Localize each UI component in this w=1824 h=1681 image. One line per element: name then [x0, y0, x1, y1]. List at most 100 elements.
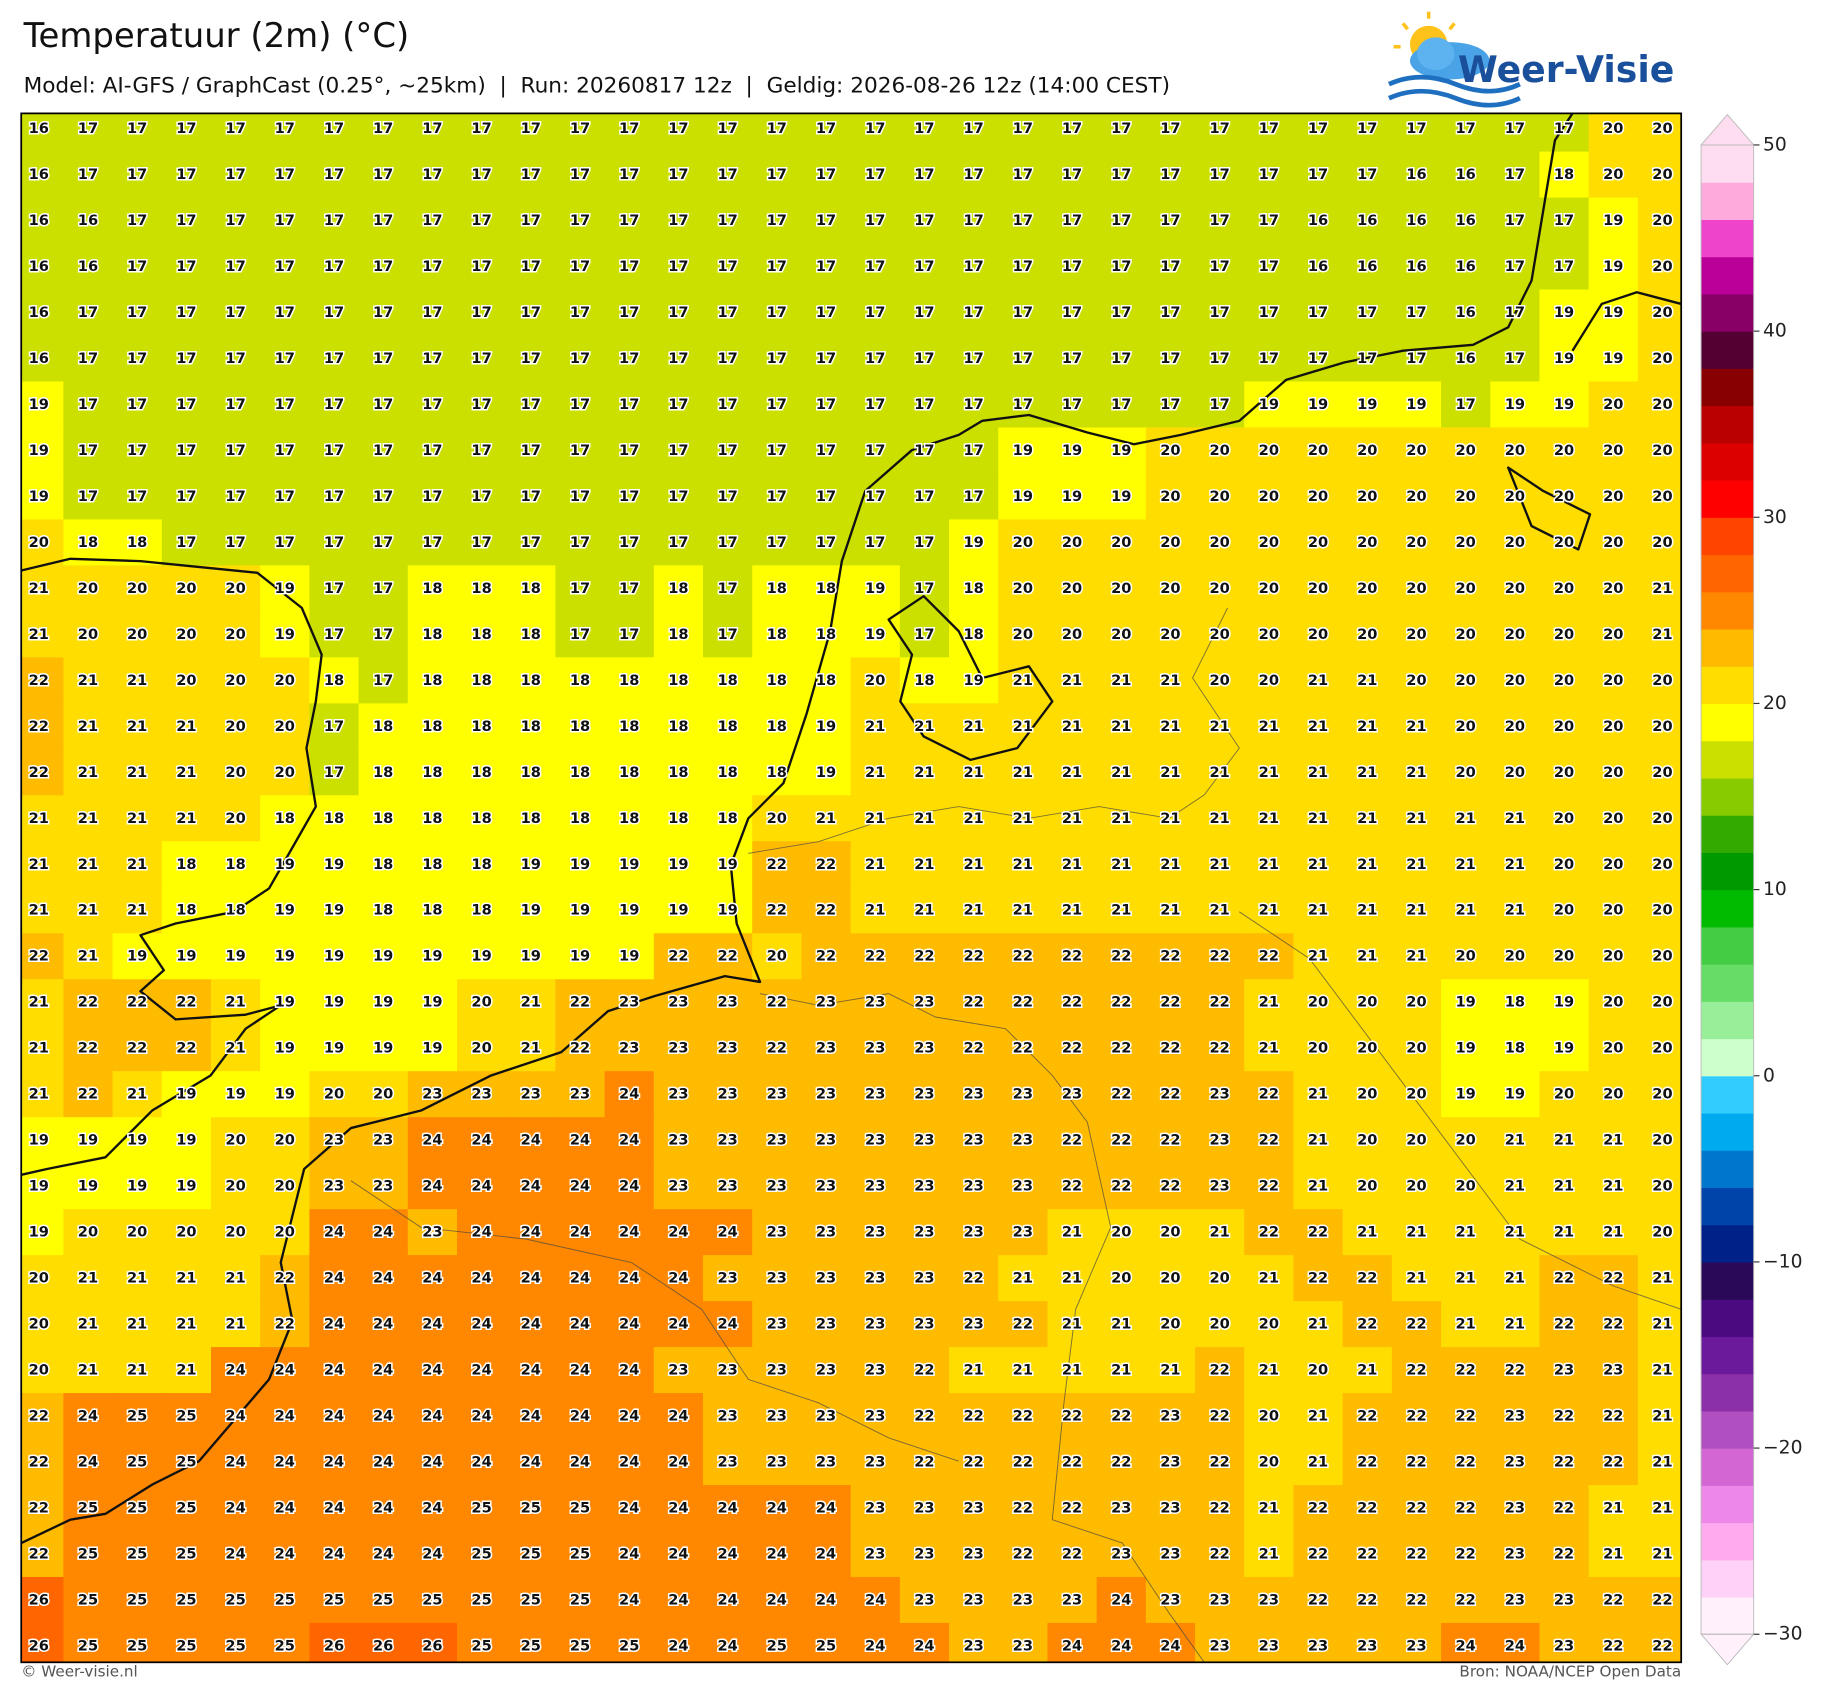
temperature-value: 17: [717, 488, 737, 505]
temperature-value: 24: [619, 1362, 639, 1379]
temperature-cell: [161, 427, 212, 475]
temperature-cell: [899, 1393, 950, 1440]
temperature-value: 24: [275, 1362, 295, 1379]
temperature-value: 20: [1357, 488, 1377, 505]
temperature-value: 24: [471, 1224, 491, 1241]
temperature-cell: [703, 519, 753, 567]
colorbar-band: [1701, 1522, 1754, 1561]
temperature-cell: [1244, 887, 1295, 934]
temperature-cell: [1588, 841, 1639, 888]
temperature-cell: [752, 1393, 803, 1440]
temperature-value: 18: [127, 534, 147, 551]
temperature-cell: [1637, 887, 1682, 934]
temperature-cell: [949, 1622, 999, 1663]
temperature-value: 25: [570, 1499, 590, 1516]
temperature-cell: [899, 243, 950, 291]
temperature-value: 20: [275, 718, 295, 735]
temperature-cell: [1195, 795, 1245, 842]
temperature-cell: [555, 113, 606, 153]
temperature-value: 22: [1013, 1316, 1033, 1333]
temperature-cell: [604, 519, 655, 567]
temperature-value: 24: [521, 1132, 541, 1149]
temperature-value: 20: [1062, 626, 1082, 643]
temperature-value: 22: [1111, 1132, 1131, 1149]
temperature-value: 21: [1308, 1316, 1328, 1333]
temperature-cell: [210, 749, 261, 797]
temperature-cell: [949, 1439, 999, 1486]
temperature-cell: [161, 243, 212, 291]
temperature-cell: [358, 795, 409, 842]
temperature-value: 17: [816, 396, 836, 413]
temperature-value: 17: [865, 534, 885, 551]
temperature-cell: [801, 1576, 852, 1624]
temperature-value: 21: [1505, 1132, 1525, 1149]
temperature-cell: [703, 1439, 753, 1486]
temperature-value: 17: [521, 258, 541, 275]
temperature-cell: [604, 979, 655, 1026]
temperature-cell: [1096, 243, 1147, 291]
temperature-value: 23: [471, 1086, 491, 1103]
temperature-value: 17: [816, 488, 836, 505]
temperature-value: 22: [1603, 1316, 1623, 1333]
temperature-cell: [703, 1576, 753, 1624]
temperature-value: 23: [963, 1637, 983, 1654]
temperature-value: 25: [521, 1591, 541, 1608]
temperature-cell: [1293, 1530, 1344, 1578]
temperature-value: 17: [1456, 396, 1476, 413]
temperature-cell: [63, 565, 114, 613]
temperature-value: 18: [521, 626, 541, 643]
temperature-cell: [703, 289, 753, 337]
temperature-cell: [1441, 151, 1491, 199]
temperature-value: 17: [1013, 166, 1033, 183]
temperature-value: 17: [1505, 120, 1525, 137]
temperature-value: 20: [1456, 626, 1476, 643]
temperature-cell: [1637, 657, 1682, 705]
temperature-cell: [1195, 749, 1245, 797]
temperature-value: 25: [570, 1637, 590, 1654]
temperature-cell: [555, 565, 606, 613]
temperature-cell: [1047, 887, 1098, 934]
temperature-value: 24: [225, 1408, 245, 1425]
temperature-value: 20: [767, 948, 787, 965]
temperature-value: 21: [78, 718, 98, 735]
temperature-value: 25: [127, 1545, 147, 1562]
temperature-value: 21: [1505, 810, 1525, 827]
temperature-value: 18: [422, 580, 442, 597]
temperature-cell: [1096, 1576, 1147, 1624]
temperature-value: 20: [1652, 396, 1672, 413]
temperature-cell: [63, 703, 114, 751]
temperature-value: 21: [1505, 856, 1525, 873]
temperature-value: 22: [1406, 1454, 1426, 1471]
temperature-cell: [1195, 1622, 1245, 1663]
colorbar-band: [1701, 1336, 1754, 1375]
temperature-cell: [407, 1576, 458, 1624]
temperature-cell: [1096, 611, 1147, 659]
temperature-value: 22: [1111, 1408, 1131, 1425]
temperature-cell: [407, 1393, 458, 1440]
temperature-value: 20: [1406, 1178, 1426, 1195]
temperature-cell: [309, 933, 360, 980]
temperature-cell: [752, 1163, 803, 1210]
temperature-value: 17: [1554, 258, 1574, 275]
temperature-value: 18: [471, 718, 491, 735]
temperature-value: 23: [1160, 1545, 1180, 1562]
temperature-cell: [1244, 1025, 1295, 1072]
temperature-cell: [112, 243, 163, 291]
temperature-cell: [1244, 657, 1295, 705]
temperature-cell: [653, 1622, 704, 1663]
temperature-cell: [1244, 1622, 1295, 1663]
temperature-value: 22: [1554, 1270, 1574, 1287]
temperature-cell: [850, 113, 901, 153]
temperature-cell: [63, 1209, 114, 1256]
temperature-value: 23: [1505, 1545, 1525, 1562]
temperature-cell: [1342, 1255, 1393, 1302]
temperature-value: 23: [1013, 1178, 1033, 1195]
temperature-value: 21: [1357, 810, 1377, 827]
temperature-cell: [407, 1530, 458, 1578]
logo: Weer-Visie: [1387, 11, 1674, 108]
temperature-value: 23: [570, 1086, 590, 1103]
temperature-value: 23: [865, 1362, 885, 1379]
temperature-cell: [63, 1163, 114, 1210]
temperature-cell: [260, 1622, 311, 1663]
colorbar-band: [1701, 554, 1754, 593]
